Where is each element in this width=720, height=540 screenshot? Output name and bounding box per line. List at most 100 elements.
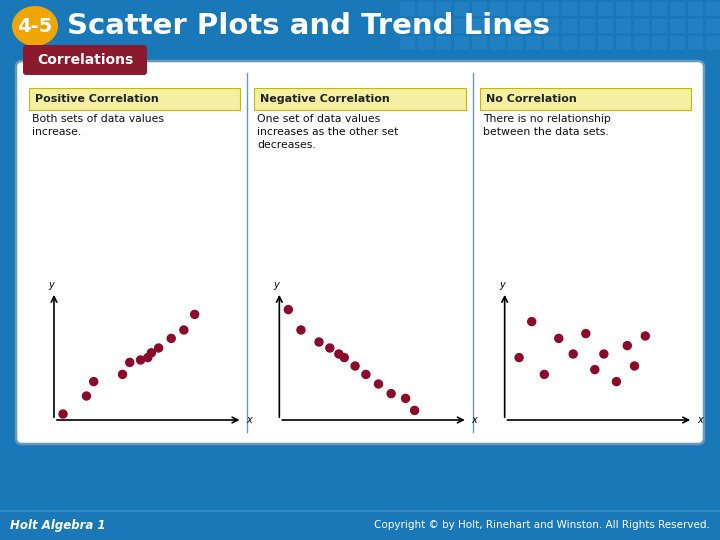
Bar <box>580 2 595 16</box>
Circle shape <box>90 377 98 386</box>
Text: Negative Correlation: Negative Correlation <box>261 94 390 104</box>
Bar <box>616 2 631 16</box>
Bar <box>652 2 667 16</box>
Circle shape <box>326 344 334 352</box>
Text: y: y <box>274 280 279 290</box>
Bar <box>0 510 720 512</box>
Text: 4-5: 4-5 <box>17 17 53 36</box>
Circle shape <box>374 380 382 388</box>
Text: Correlations: Correlations <box>37 53 133 67</box>
Bar <box>526 36 541 50</box>
Text: y: y <box>48 280 54 290</box>
Bar <box>688 19 703 33</box>
Bar <box>472 2 487 16</box>
Circle shape <box>83 392 91 400</box>
Bar <box>598 36 613 50</box>
FancyBboxPatch shape <box>23 45 147 75</box>
Bar <box>634 2 649 16</box>
Bar <box>562 2 577 16</box>
Bar <box>490 36 505 50</box>
Bar <box>706 19 720 33</box>
Bar <box>616 36 631 50</box>
Bar <box>598 19 613 33</box>
Bar <box>544 36 559 50</box>
Bar <box>598 2 613 16</box>
Circle shape <box>631 362 639 370</box>
Text: One set of data values
increases as the other set
decreases.: One set of data values increases as the … <box>257 114 399 151</box>
Circle shape <box>297 326 305 334</box>
Bar <box>544 2 559 16</box>
Circle shape <box>515 354 523 362</box>
Bar <box>616 19 631 33</box>
Circle shape <box>119 370 127 379</box>
Bar <box>706 36 720 50</box>
Text: Copyright © by Holt, Rinehart and Winston. All Rights Reserved.: Copyright © by Holt, Rinehart and Winsto… <box>374 520 710 530</box>
Bar <box>400 19 415 33</box>
Bar <box>580 36 595 50</box>
Bar <box>418 19 433 33</box>
Circle shape <box>341 354 348 362</box>
Text: No Correlation: No Correlation <box>486 94 577 104</box>
Bar <box>634 36 649 50</box>
Bar <box>418 36 433 50</box>
Circle shape <box>351 362 359 370</box>
Bar <box>544 19 559 33</box>
FancyBboxPatch shape <box>16 61 704 444</box>
Text: Scatter Plots and Trend Lines: Scatter Plots and Trend Lines <box>67 12 550 40</box>
Circle shape <box>148 349 156 357</box>
Circle shape <box>528 318 536 326</box>
Circle shape <box>613 377 621 386</box>
Text: Positive Correlation: Positive Correlation <box>35 94 158 104</box>
Circle shape <box>540 370 549 379</box>
Bar <box>508 2 523 16</box>
Circle shape <box>410 407 418 414</box>
Circle shape <box>591 366 599 374</box>
Bar <box>436 2 451 16</box>
Text: There is no relationship
between the data sets.: There is no relationship between the dat… <box>482 114 611 137</box>
Bar <box>634 19 649 33</box>
Bar <box>688 36 703 50</box>
Circle shape <box>570 350 577 358</box>
Bar <box>562 19 577 33</box>
FancyBboxPatch shape <box>480 88 691 110</box>
Bar <box>454 19 469 33</box>
Circle shape <box>582 329 590 338</box>
Bar <box>508 36 523 50</box>
Bar <box>472 19 487 33</box>
Circle shape <box>191 310 199 319</box>
Bar <box>562 36 577 50</box>
Circle shape <box>402 394 410 402</box>
Circle shape <box>642 332 649 340</box>
Bar <box>706 2 720 16</box>
Text: Both sets of data values
increase.: Both sets of data values increase. <box>32 114 164 137</box>
Bar <box>0 0 720 52</box>
Bar <box>400 2 415 16</box>
Bar <box>472 36 487 50</box>
Text: x: x <box>697 415 703 425</box>
Circle shape <box>555 334 563 342</box>
Bar <box>454 2 469 16</box>
Circle shape <box>335 350 343 358</box>
Bar <box>418 2 433 16</box>
Circle shape <box>362 370 370 379</box>
Bar <box>652 36 667 50</box>
Bar <box>526 2 541 16</box>
Bar <box>436 36 451 50</box>
Bar <box>670 36 685 50</box>
FancyBboxPatch shape <box>29 88 240 110</box>
Bar <box>580 19 595 33</box>
Circle shape <box>126 359 134 367</box>
Bar <box>670 19 685 33</box>
Circle shape <box>137 356 145 364</box>
Bar <box>0 510 720 540</box>
Circle shape <box>315 338 323 346</box>
Bar <box>688 2 703 16</box>
Bar <box>670 2 685 16</box>
Circle shape <box>59 410 67 418</box>
Bar <box>454 36 469 50</box>
Circle shape <box>387 389 395 397</box>
Circle shape <box>180 326 188 334</box>
Ellipse shape <box>12 6 58 46</box>
Bar <box>400 36 415 50</box>
Bar <box>436 19 451 33</box>
